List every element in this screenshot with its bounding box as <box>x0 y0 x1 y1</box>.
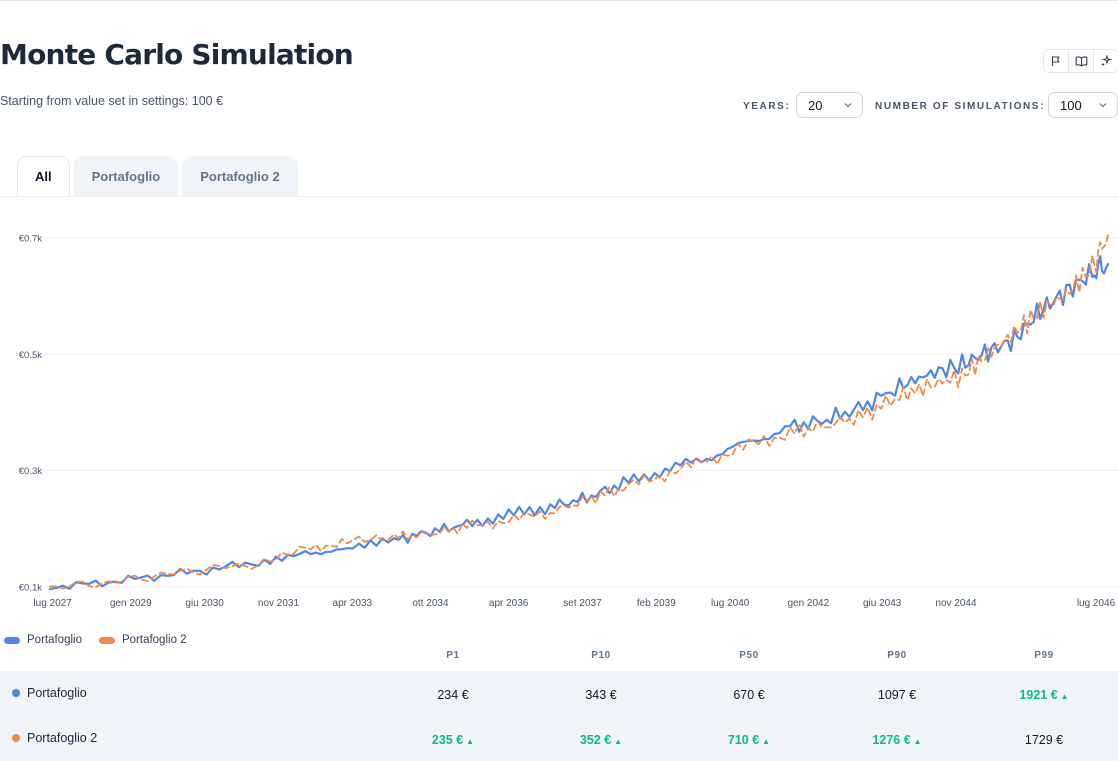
sparkle-icon[interactable] <box>1094 50 1118 72</box>
top-divider <box>0 0 1118 1</box>
legend-item-portafoglio-2[interactable]: Portafoglio 2 <box>98 634 187 646</box>
tab-divider <box>0 196 1118 197</box>
series-line-portafoglio <box>48 255 1110 591</box>
x-tick-label: lug 2046 <box>1077 598 1116 609</box>
simulations-select[interactable]: 100 <box>1048 92 1118 118</box>
row-label: Portafoglio 2 <box>12 731 97 745</box>
years-select[interactable]: 20 <box>796 92 863 118</box>
cell-p10: 343 € <box>585 688 616 702</box>
chart-legend: Portafoglio Portafoglio 2 <box>4 634 187 646</box>
cell-p1: 235 € ▲ <box>432 733 474 747</box>
row-name: Portafoglio <box>27 686 87 700</box>
cell-value: 1276 € <box>872 733 911 747</box>
row-name: Portafoglio 2 <box>27 731 98 745</box>
table-row: Portafoglio 234 € 343 € 670 € 1097 € 192… <box>0 671 1118 716</box>
tab-portafoglio[interactable]: Portafoglio <box>73 156 179 196</box>
cell-value: 670 € <box>733 688 765 702</box>
cell-value: 1921 € <box>1019 688 1058 702</box>
series-dot <box>12 734 20 742</box>
x-tick-label: apr 2036 <box>489 598 529 609</box>
simulation-chart: €0.1k €0.3k €0.5k €0.7k lug 2027 gen 2029 giu … <box>19 234 1118 609</box>
x-tick-label: gen 2029 <box>110 598 152 609</box>
legend-swatch <box>98 636 115 644</box>
cell-p10: 352 € ▲ <box>580 733 622 747</box>
cell-value: 352 € <box>579 733 612 747</box>
cell-p99: 1921 € ▲ <box>1019 688 1068 702</box>
y-tick-label: €0.7k <box>19 234 42 245</box>
simulations-label: NUMBER OF SIMULATIONS: <box>875 101 1046 112</box>
flag-icon[interactable] <box>1044 50 1069 72</box>
chevron-down-icon <box>1099 103 1107 108</box>
cell-value: 710 € <box>727 733 760 747</box>
years-value: 20 <box>808 97 823 113</box>
cell-value: 343 € <box>585 688 617 702</box>
cell-p90: 1097 € <box>878 688 916 702</box>
cell-p50: 710 € ▲ <box>728 733 770 747</box>
x-tick-label: nov 2031 <box>258 598 300 609</box>
simulations-value: 100 <box>1060 97 1082 113</box>
tab-all[interactable]: All <box>17 156 70 196</box>
row-label: Portafoglio <box>12 686 87 700</box>
y-tick-label: €0.3k <box>19 466 42 477</box>
x-tick-label: set 2037 <box>563 598 602 609</box>
up-arrow-icon: ▲ <box>1060 692 1069 701</box>
x-tick-label: gen 2042 <box>787 598 829 609</box>
tab-portafoglio-2[interactable]: Portafoglio 2 <box>182 156 298 196</box>
x-tick-label: giu 2030 <box>185 598 224 609</box>
y-tick-label: €0.1k <box>19 583 42 594</box>
cell-p50: 670 € <box>733 688 764 702</box>
cell-value: 235 € <box>431 733 464 747</box>
column-header-p90: P90 <box>887 650 907 661</box>
legend-label: Portafoglio 2 <box>121 634 187 646</box>
action-toolbar <box>1043 49 1118 73</box>
page-subtitle: Starting from value set in settings: 100… <box>0 94 224 108</box>
column-header-p50: P50 <box>739 650 759 661</box>
column-header-p1: P1 <box>446 650 460 661</box>
up-arrow-icon: ▲ <box>614 737 623 746</box>
percentile-table-header: P1 P10 P50 P90 P99 <box>0 645 1118 671</box>
x-tick-label: giu 2043 <box>863 598 902 609</box>
column-header-p99: P99 <box>1034 650 1054 661</box>
y-tick-label: €0.5k <box>19 350 42 361</box>
portfolio-tabs: All Portafoglio Portafoglio 2 <box>17 156 298 196</box>
page-title: Monte Carlo Simulation <box>0 38 354 71</box>
series-line-portafoglio-2 <box>49 234 1109 590</box>
x-tick-label: lug 2040 <box>711 598 750 609</box>
cell-value: 234 € <box>437 688 469 702</box>
x-tick-label: lug 2027 <box>33 598 72 609</box>
column-header-p10: P10 <box>591 650 611 661</box>
legend-label: Portafoglio <box>27 634 82 646</box>
up-arrow-icon: ▲ <box>466 737 475 746</box>
cell-p90: 1276 € ▲ <box>872 733 921 747</box>
cell-value: 1729 € <box>1024 733 1064 747</box>
legend-swatch <box>4 636 20 644</box>
x-tick-label: apr 2033 <box>333 598 373 609</box>
chevron-down-icon <box>844 103 852 108</box>
years-label: YEARS: <box>743 101 791 112</box>
cell-p1: 234 € <box>437 688 468 702</box>
cell-p99: 1729 € <box>1025 733 1063 747</box>
up-arrow-icon: ▲ <box>913 737 922 746</box>
cell-value: 1097 € <box>877 688 917 702</box>
x-tick-label: nov 2044 <box>935 598 977 609</box>
legend-item-portafoglio[interactable]: Portafoglio <box>4 634 82 646</box>
x-tick-label: feb 2039 <box>637 598 676 609</box>
up-arrow-icon: ▲ <box>762 737 771 746</box>
book-icon[interactable] <box>1069 50 1094 72</box>
series-dot <box>12 689 20 697</box>
x-tick-label: ott 2034 <box>412 598 449 609</box>
table-row: Portafoglio 2 235 € ▲ 352 € ▲ 710 € ▲ 1276 … <box>0 716 1118 761</box>
